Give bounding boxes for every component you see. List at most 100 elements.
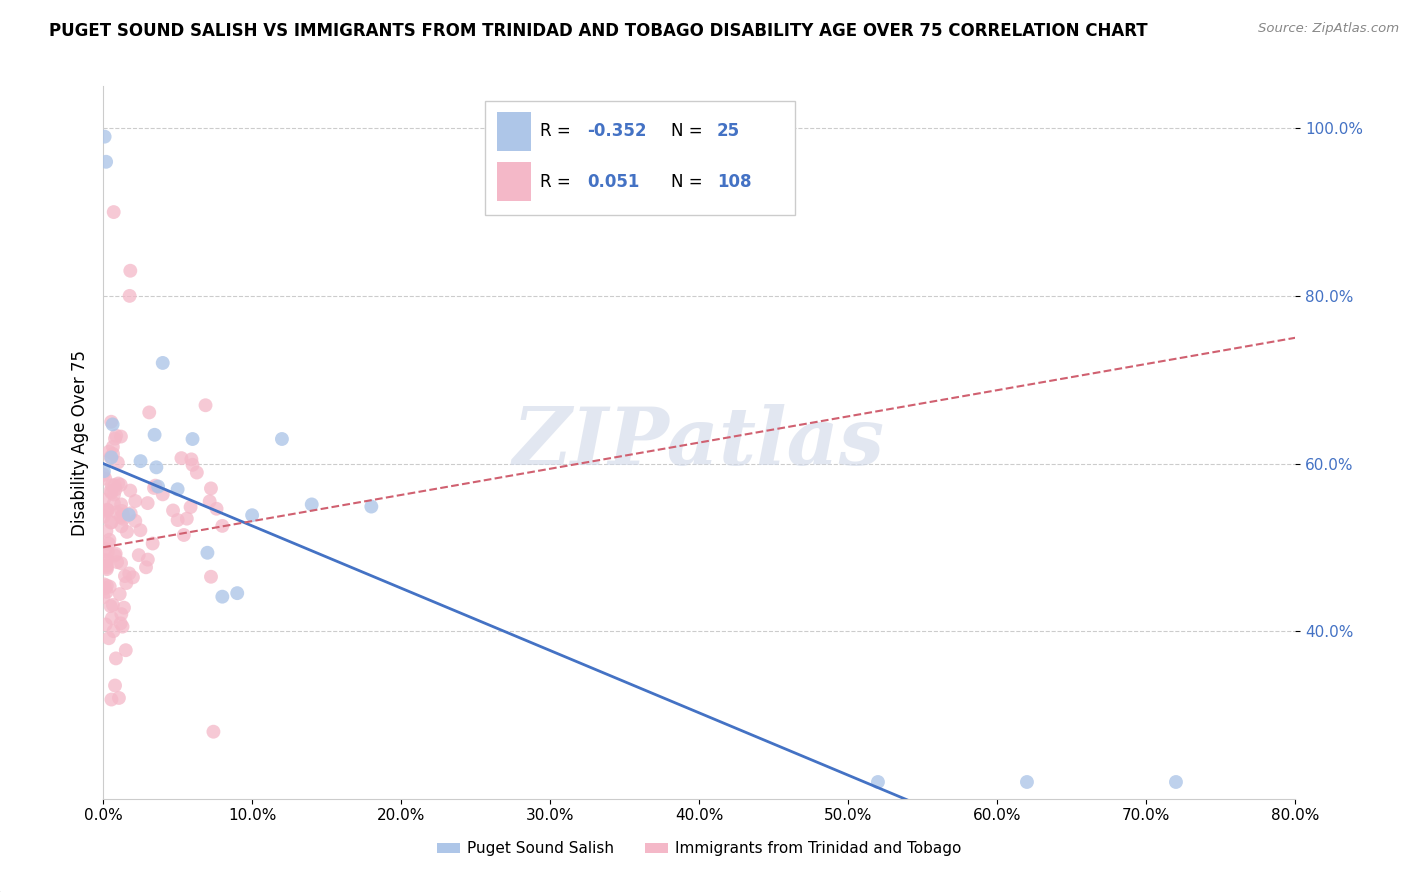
Point [104, 483, 127, 497]
Point [93, 492, 115, 507]
Point [96, 579, 118, 593]
Point [101, 440, 124, 454]
Bar [496, 112, 531, 151]
Point [96, 560, 118, 574]
Point [118, 289, 141, 303]
Point [96, 562, 118, 576]
Point [111, 619, 134, 633]
Point [93, 504, 115, 518]
Text: Source: ZipAtlas.com: Source: ZipAtlas.com [1258, 22, 1399, 36]
Point [202, 724, 225, 739]
Point [181, 458, 204, 472]
Point [103, 624, 125, 639]
Point [110, 519, 132, 533]
Text: 0.051: 0.051 [586, 172, 640, 191]
Point [120, 506, 142, 520]
Point [110, 497, 132, 511]
Point [197, 546, 219, 560]
Point [114, 643, 136, 657]
Point [97, 503, 120, 517]
Point [93, 582, 115, 596]
Point [118, 508, 141, 522]
Point [97, 554, 120, 568]
Text: 108: 108 [717, 172, 752, 191]
Point [124, 514, 146, 528]
Point [100, 483, 122, 498]
Point [129, 454, 152, 468]
Point [105, 555, 128, 569]
Point [100, 450, 122, 465]
Point [173, 528, 195, 542]
Point [198, 494, 221, 508]
Point [271, 432, 294, 446]
Point [226, 586, 249, 600]
Point [211, 519, 233, 533]
Point [301, 497, 323, 511]
Point [94, 154, 117, 169]
Point [94, 541, 117, 556]
Text: ZIPatlas: ZIPatlas [513, 404, 886, 482]
Point [107, 476, 129, 491]
Point [128, 548, 150, 562]
Point [115, 524, 138, 539]
Point [110, 616, 132, 631]
Point [108, 690, 131, 705]
Text: R =: R = [540, 122, 571, 140]
Point [97, 632, 120, 646]
Point [124, 494, 146, 508]
Point [103, 487, 125, 501]
FancyBboxPatch shape [485, 101, 794, 215]
Point [97, 537, 120, 551]
Point [100, 599, 122, 613]
Point [105, 428, 128, 442]
Point [122, 570, 145, 584]
Point [200, 570, 222, 584]
Point [101, 598, 124, 612]
Point [120, 483, 142, 498]
Point [1164, 775, 1187, 789]
Point [143, 427, 166, 442]
Point [101, 447, 124, 461]
Legend: Puget Sound Salish, Immigrants from Trinidad and Tobago: Puget Sound Salish, Immigrants from Trin… [430, 835, 967, 863]
Point [118, 566, 141, 581]
Point [103, 496, 125, 510]
Point [162, 503, 184, 517]
Point [111, 504, 134, 518]
Point [143, 481, 166, 495]
Point [96, 502, 118, 516]
Point [866, 775, 889, 789]
Point [136, 552, 159, 566]
Point [135, 560, 157, 574]
Point [180, 500, 202, 514]
Point [112, 600, 135, 615]
Point [98, 533, 121, 547]
Point [93, 129, 115, 144]
Point [104, 651, 127, 665]
Point [101, 611, 124, 625]
Point [205, 501, 228, 516]
Bar [496, 162, 531, 201]
Text: 25: 25 [717, 122, 740, 140]
Point [100, 478, 122, 492]
Point [170, 451, 193, 466]
Text: -0.352: -0.352 [586, 122, 647, 140]
Point [100, 516, 122, 530]
Point [180, 452, 202, 467]
Point [104, 549, 127, 563]
Point [100, 485, 122, 500]
Point [98, 580, 121, 594]
Point [105, 505, 128, 519]
Point [112, 512, 135, 526]
Point [110, 556, 132, 570]
Point [94, 472, 117, 486]
Point [120, 264, 142, 278]
Point [100, 450, 122, 465]
Point [114, 569, 136, 583]
Point [98, 444, 121, 458]
Point [152, 487, 174, 501]
Point [200, 482, 222, 496]
Point [93, 467, 115, 482]
Point [129, 523, 152, 537]
Point [100, 415, 122, 429]
Point [103, 205, 125, 219]
